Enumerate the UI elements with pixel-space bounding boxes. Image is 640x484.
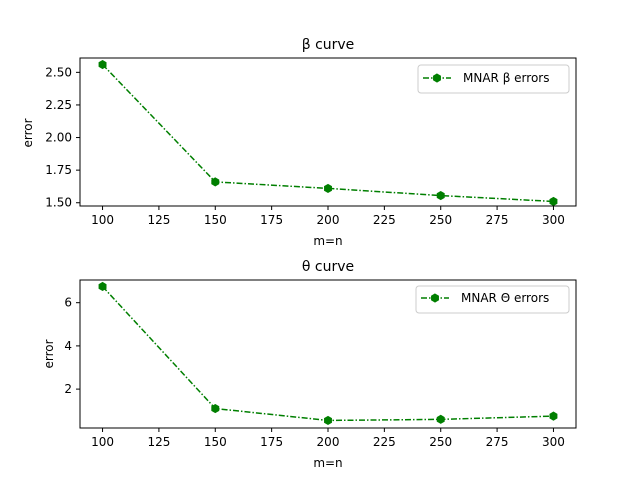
beta-curve-xtick-label: 150 — [204, 213, 227, 227]
beta-curve-legend-box — [417, 64, 570, 94]
beta-curve-xtick-label: 225 — [373, 213, 396, 227]
beta-curve-data-point — [211, 177, 220, 187]
beta-curve-legend-marker — [433, 73, 441, 83]
beta-curve-xtick-label: 175 — [260, 213, 283, 227]
theta-curve-xticks: 100 125 150 175 200 225 250 275 300 — [91, 428, 565, 449]
beta-curve-data-point — [436, 190, 445, 201]
beta-curve-data-point — [324, 183, 332, 193]
beta-curve-ytick-label: 2.25 — [45, 98, 72, 112]
beta-curve-ylabel: error — [21, 118, 35, 147]
theta-curve-ytick-label: 4 — [64, 339, 72, 353]
theta-curve-data-point — [324, 415, 332, 426]
theta-curve-data-point — [98, 281, 107, 292]
beta-curve-ytick-label: 2.50 — [45, 65, 72, 79]
beta-curve-xtick-label: 275 — [486, 213, 509, 227]
beta-curve-xtick-label: 200 — [317, 213, 340, 227]
theta-curve-ytick-label: 6 — [64, 296, 72, 310]
theta-curve-xtick-label: 275 — [486, 435, 509, 449]
beta-curve-xtick-label: 100 — [91, 213, 114, 227]
theta-curve-data-point — [211, 403, 220, 414]
theta-curve-plot: θ curve m=n error 100 125 150 175 200 225 250 2… — [42, 259, 577, 470]
beta-curve-legend-label: MNAR β errors — [463, 71, 549, 85]
theta-curve-xtick-label: 225 — [373, 435, 396, 449]
theta-curve-xtick-label: 175 — [260, 435, 283, 449]
theta-curve-title: θ curve — [302, 259, 354, 275]
beta-curve-data-point — [549, 196, 558, 207]
beta-curve-ytick-label: 1.50 — [45, 196, 72, 210]
theta-curve-legend: MNAR Θ errors — [415, 285, 570, 314]
theta-curve-legend-marker — [431, 293, 439, 303]
beta-curve-series-line — [102, 64, 554, 203]
theta-curve-frame — [79, 279, 577, 429]
theta-curve-xtick-label: 200 — [317, 435, 340, 449]
beta-curve-xlabel: m=n — [313, 234, 342, 248]
beta-curve-xtick-label: 125 — [147, 213, 170, 227]
theta-curve-xtick-label: 125 — [147, 435, 170, 449]
theta-curve-ylabel: error — [42, 339, 56, 368]
theta-curve-data-point — [436, 414, 445, 424]
theta-curve-yticks: 2 4 6 — [64, 296, 80, 396]
theta-curve-ytick-label: 2 — [64, 382, 72, 396]
theta-curve-legend-box — [415, 285, 570, 314]
theta-curve-xtick-label: 100 — [91, 435, 114, 449]
beta-curve-frame — [79, 57, 577, 207]
beta-curve-yticks: 1.50 1.75 2.00 2.25 2.50 — [45, 65, 80, 210]
theta-curve-xlabel: m=n — [313, 456, 342, 470]
beta-curve-series — [98, 59, 558, 207]
beta-curve-ytick-label: 1.75 — [45, 163, 72, 177]
theta-curve-series — [98, 281, 558, 426]
beta-curve-plot: β curve m=n error 100 125 150 175 200 225 250 2… — [21, 37, 577, 248]
beta-curve-ytick-label: 2.00 — [45, 131, 72, 145]
beta-curve-xtick-label: 250 — [429, 213, 452, 227]
theta-curve-data-point — [549, 411, 558, 421]
beta-curve-xticks: 100 125 150 175 200 225 250 275 300 — [91, 206, 565, 227]
theta-curve-legend-label: MNAR Θ errors — [461, 291, 549, 305]
beta-curve-legend: MNAR β errors — [417, 64, 570, 94]
theta-curve-xtick-label: 250 — [429, 435, 452, 449]
beta-curve-data-point — [98, 59, 107, 70]
theta-curve-xtick-label: 150 — [204, 435, 227, 449]
theta-curve-xtick-label: 300 — [542, 435, 565, 449]
beta-curve-title: β curve — [302, 37, 355, 53]
beta-curve-xtick-label: 300 — [542, 213, 565, 227]
